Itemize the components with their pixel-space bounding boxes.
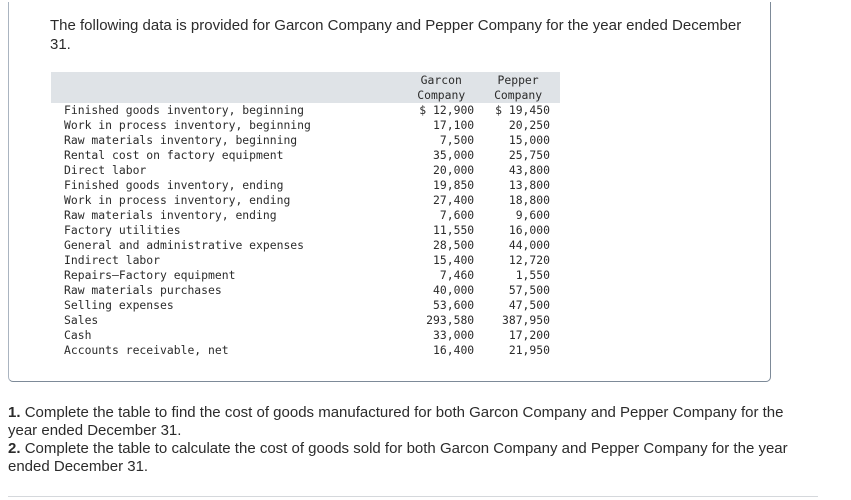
row-label: Repairs—Factory equipment [64,268,236,282]
table-header-background [51,72,560,103]
row-label: Raw materials inventory, beginning [64,133,298,147]
pepper-value: $ 19,450 [495,103,550,117]
table-row: Finished goods inventory, ending 19,850 13… [51,178,560,193]
table-row: Selling expenses 53,600 47,500 [51,298,560,313]
row-label: Work in process inventory, ending [64,193,291,207]
pepper-value: 20,250 [508,118,550,132]
header-blank [51,72,388,88]
table-header-row: Garcon Pepper [51,72,560,88]
question-2-text: Complete the table to calculate the cost… [8,440,788,475]
garcon-value: 7,500 [439,133,475,147]
table-row: Work in process inventory, beginning 17,1… [51,118,560,133]
table-row: Raw materials inventory, beginning 7,500 1… [51,133,560,148]
question-1-text: Complete the table to find the cost of g… [8,404,784,439]
pepper-value: 43,800 [508,163,550,177]
question-1: 1. Complete the table to find the cost o… [8,404,808,440]
garcon-value: 27,400 [433,193,475,207]
table-row: Direct labor 20,000 43,800 [51,163,560,178]
pepper-value: 21,950 [508,343,550,357]
header-pepper-line1: Pepper [497,73,539,87]
garcon-value: 11,550 [433,223,475,237]
table-row: Factory utilities 11,550 16,000 [51,223,560,238]
pepper-value: 17,200 [508,328,550,342]
row-label: Selling expenses [64,298,174,312]
table-row: General and administrative expenses 28,50… [51,238,560,253]
pepper-value: 44,000 [508,238,550,252]
table-row: Cash 33,000 17,200 [51,328,560,343]
row-label: Sales [64,313,99,327]
header-pepper-line2: Company [494,88,543,102]
garcon-value: 7,460 [439,268,475,282]
row-label: Finished goods inventory, beginning [64,103,305,117]
garcon-value: 20,000 [433,163,475,177]
pepper-value: 47,500 [508,298,550,312]
garcon-value: 33,000 [433,328,475,342]
question-2: 2. Complete the table to calculate the c… [8,440,808,476]
header-garcon-line1: Garcon [420,73,462,87]
garcon-value: 53,600 [433,298,475,312]
pepper-value: 12,720 [508,253,550,267]
row-label: Accounts receivable, net [64,343,229,357]
table-row: Finished goods inventory, beginning $ 12,… [51,103,560,118]
garcon-value: 15,400 [433,253,475,267]
row-label: Cash [64,328,92,342]
garcon-value: 293,580 [426,313,475,327]
pepper-value: 387,950 [501,313,550,327]
question-2-number: 2. [8,440,21,457]
table-row: Sales 293,580 387,950 [51,313,560,328]
pepper-value: 18,800 [508,193,550,207]
question-1-number: 1. [8,404,21,421]
row-label: Factory utilities [64,223,181,237]
pepper-value: 57,500 [508,283,550,297]
company-data-table: Garcon Pepper Company Company Finished g… [51,72,560,358]
pepper-value: 9,600 [515,208,550,222]
garcon-value: 16,400 [433,343,475,357]
table-row: Repairs—Factory equipment 7,460 1,550 [51,268,560,283]
pepper-value: 1,550 [515,268,550,282]
data-table-block: Garcon Pepper Company Company Finished g… [51,72,560,360]
row-label: Raw materials purchases [64,283,222,297]
garcon-value: 19,850 [433,178,475,192]
data-panel [8,2,771,382]
row-label: Direct labor [64,163,147,177]
table-row: Work in process inventory, ending 27,400 1… [51,193,560,208]
row-label: Work in process inventory, beginning [64,118,311,132]
pepper-value: 25,750 [508,148,550,162]
header-garcon-line2: Company [417,88,466,102]
row-label: Raw materials inventory, ending [64,208,277,222]
garcon-value: 28,500 [433,238,475,252]
garcon-value: 7,600 [439,208,475,222]
row-label: Rental cost on factory equipment [64,148,284,162]
garcon-value: 40,000 [433,283,475,297]
bottom-divider [8,496,818,497]
row-label: General and administrative expenses [64,238,305,252]
table-row: Raw materials purchases 40,000 57,500 [51,283,560,298]
table-row: Indirect labor 15,400 12,720 [51,253,560,268]
pepper-value: 13,800 [508,178,550,192]
pepper-value: 15,000 [508,133,550,147]
table-row: Raw materials inventory, ending 7,600 9,60… [51,208,560,223]
garcon-value: $ 12,900 [419,103,475,117]
table-row: Accounts receivable, net 16,400 21,950 [51,343,560,358]
garcon-value: 17,100 [433,118,475,132]
table-row: Rental cost on factory equipment 35,000 25… [51,148,560,163]
intro-text: The following data is provided for Garco… [50,17,742,53]
table-header-row: Company Company [51,88,560,103]
row-label: Indirect labor [64,253,161,267]
header-blank [51,88,388,103]
garcon-value: 35,000 [433,148,475,162]
row-label: Finished goods inventory, ending [64,178,284,192]
pepper-value: 16,000 [508,223,550,237]
